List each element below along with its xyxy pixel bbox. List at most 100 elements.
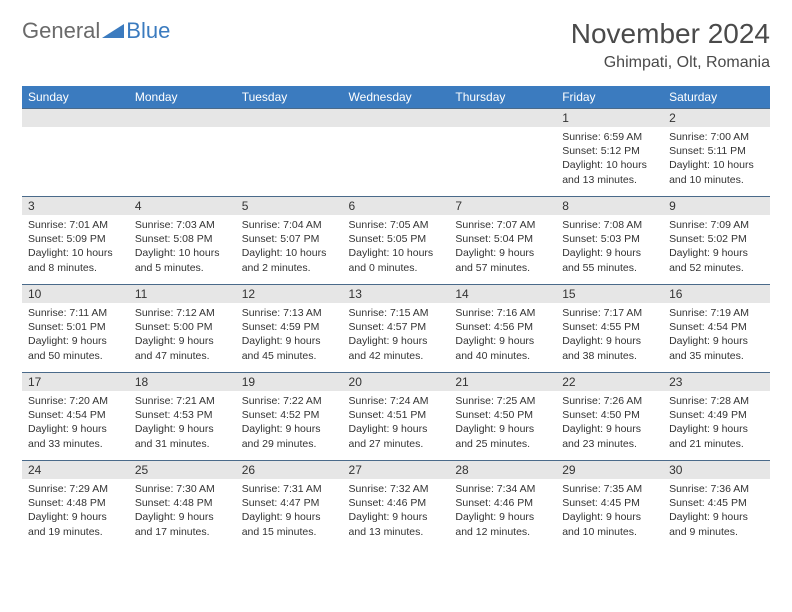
daylight-text: Daylight: 9 hours and 15 minutes. bbox=[242, 510, 337, 538]
day-number: 23 bbox=[663, 372, 770, 391]
calendar-day-cell: 18Sunrise: 7:21 AMSunset: 4:53 PMDayligh… bbox=[129, 372, 236, 460]
day-details: Sunrise: 7:21 AMSunset: 4:53 PMDaylight:… bbox=[129, 391, 236, 451]
calendar-day-cell: 22Sunrise: 7:26 AMSunset: 4:50 PMDayligh… bbox=[556, 372, 663, 460]
day-number: 20 bbox=[343, 372, 450, 391]
sunrise-text: Sunrise: 7:24 AM bbox=[349, 394, 444, 408]
weekday-header: Wednesday bbox=[343, 86, 450, 108]
daylight-text: Daylight: 9 hours and 23 minutes. bbox=[562, 422, 657, 450]
weekday-header: Friday bbox=[556, 86, 663, 108]
sunset-text: Sunset: 4:56 PM bbox=[455, 320, 550, 334]
calendar-day-cell: 19Sunrise: 7:22 AMSunset: 4:52 PMDayligh… bbox=[236, 372, 343, 460]
daylight-text: Daylight: 10 hours and 10 minutes. bbox=[669, 158, 764, 186]
calendar-day-cell: 23Sunrise: 7:28 AMSunset: 4:49 PMDayligh… bbox=[663, 372, 770, 460]
day-details: Sunrise: 7:05 AMSunset: 5:05 PMDaylight:… bbox=[343, 215, 450, 275]
sunset-text: Sunset: 4:52 PM bbox=[242, 408, 337, 422]
daylight-text: Daylight: 9 hours and 50 minutes. bbox=[28, 334, 123, 362]
daylight-text: Daylight: 9 hours and 40 minutes. bbox=[455, 334, 550, 362]
day-number: 17 bbox=[22, 372, 129, 391]
calendar-week-row: 17Sunrise: 7:20 AMSunset: 4:54 PMDayligh… bbox=[22, 372, 770, 460]
sunset-text: Sunset: 4:54 PM bbox=[669, 320, 764, 334]
day-details: Sunrise: 7:24 AMSunset: 4:51 PMDaylight:… bbox=[343, 391, 450, 451]
sunrise-text: Sunrise: 7:09 AM bbox=[669, 218, 764, 232]
sunset-text: Sunset: 4:46 PM bbox=[349, 496, 444, 510]
daylight-text: Daylight: 9 hours and 25 minutes. bbox=[455, 422, 550, 450]
calendar-day-cell: 5Sunrise: 7:04 AMSunset: 5:07 PMDaylight… bbox=[236, 196, 343, 284]
sunrise-text: Sunrise: 7:00 AM bbox=[669, 130, 764, 144]
calendar-empty-cell bbox=[129, 108, 236, 196]
day-details: Sunrise: 7:31 AMSunset: 4:47 PMDaylight:… bbox=[236, 479, 343, 539]
day-number: 12 bbox=[236, 284, 343, 303]
weekday-header: Sunday bbox=[22, 86, 129, 108]
calendar-day-cell: 17Sunrise: 7:20 AMSunset: 4:54 PMDayligh… bbox=[22, 372, 129, 460]
sunrise-text: Sunrise: 7:35 AM bbox=[562, 482, 657, 496]
calendar-empty-cell bbox=[22, 108, 129, 196]
calendar-page: General Blue November 2024 Ghimpati, Olt… bbox=[0, 0, 792, 558]
calendar-empty-cell bbox=[236, 108, 343, 196]
day-number: 30 bbox=[663, 460, 770, 479]
day-details: Sunrise: 7:17 AMSunset: 4:55 PMDaylight:… bbox=[556, 303, 663, 363]
day-number: 19 bbox=[236, 372, 343, 391]
day-number: 24 bbox=[22, 460, 129, 479]
day-details: Sunrise: 7:19 AMSunset: 4:54 PMDaylight:… bbox=[663, 303, 770, 363]
day-number bbox=[449, 108, 556, 127]
sunset-text: Sunset: 5:04 PM bbox=[455, 232, 550, 246]
calendar-day-cell: 20Sunrise: 7:24 AMSunset: 4:51 PMDayligh… bbox=[343, 372, 450, 460]
calendar-day-cell: 7Sunrise: 7:07 AMSunset: 5:04 PMDaylight… bbox=[449, 196, 556, 284]
daylight-text: Daylight: 9 hours and 29 minutes. bbox=[242, 422, 337, 450]
sunset-text: Sunset: 5:08 PM bbox=[135, 232, 230, 246]
daylight-text: Daylight: 9 hours and 57 minutes. bbox=[455, 246, 550, 274]
sunrise-text: Sunrise: 7:30 AM bbox=[135, 482, 230, 496]
sunrise-text: Sunrise: 7:26 AM bbox=[562, 394, 657, 408]
day-details: Sunrise: 7:36 AMSunset: 4:45 PMDaylight:… bbox=[663, 479, 770, 539]
day-details: Sunrise: 7:30 AMSunset: 4:48 PMDaylight:… bbox=[129, 479, 236, 539]
calendar-day-cell: 13Sunrise: 7:15 AMSunset: 4:57 PMDayligh… bbox=[343, 284, 450, 372]
sunset-text: Sunset: 4:54 PM bbox=[28, 408, 123, 422]
day-details: Sunrise: 7:04 AMSunset: 5:07 PMDaylight:… bbox=[236, 215, 343, 275]
sunset-text: Sunset: 4:59 PM bbox=[242, 320, 337, 334]
sunrise-text: Sunrise: 7:34 AM bbox=[455, 482, 550, 496]
day-number bbox=[129, 108, 236, 127]
sunrise-text: Sunrise: 7:16 AM bbox=[455, 306, 550, 320]
sunset-text: Sunset: 4:46 PM bbox=[455, 496, 550, 510]
sunrise-text: Sunrise: 7:13 AM bbox=[242, 306, 337, 320]
sunrise-text: Sunrise: 7:25 AM bbox=[455, 394, 550, 408]
daylight-text: Daylight: 9 hours and 42 minutes. bbox=[349, 334, 444, 362]
weekday-header: Saturday bbox=[663, 86, 770, 108]
daylight-text: Daylight: 9 hours and 27 minutes. bbox=[349, 422, 444, 450]
day-number: 9 bbox=[663, 196, 770, 215]
day-details: Sunrise: 7:20 AMSunset: 4:54 PMDaylight:… bbox=[22, 391, 129, 451]
weekday-header: Monday bbox=[129, 86, 236, 108]
sunset-text: Sunset: 4:51 PM bbox=[349, 408, 444, 422]
daylight-text: Daylight: 9 hours and 21 minutes. bbox=[669, 422, 764, 450]
page-title: November 2024 bbox=[571, 18, 770, 50]
daylight-text: Daylight: 9 hours and 38 minutes. bbox=[562, 334, 657, 362]
day-number: 15 bbox=[556, 284, 663, 303]
calendar-day-cell: 10Sunrise: 7:11 AMSunset: 5:01 PMDayligh… bbox=[22, 284, 129, 372]
daylight-text: Daylight: 10 hours and 2 minutes. bbox=[242, 246, 337, 274]
day-number: 10 bbox=[22, 284, 129, 303]
sunset-text: Sunset: 5:05 PM bbox=[349, 232, 444, 246]
sunrise-text: Sunrise: 7:07 AM bbox=[455, 218, 550, 232]
calendar-day-cell: 21Sunrise: 7:25 AMSunset: 4:50 PMDayligh… bbox=[449, 372, 556, 460]
sunset-text: Sunset: 4:48 PM bbox=[135, 496, 230, 510]
day-details: Sunrise: 7:11 AMSunset: 5:01 PMDaylight:… bbox=[22, 303, 129, 363]
day-details: Sunrise: 7:09 AMSunset: 5:02 PMDaylight:… bbox=[663, 215, 770, 275]
sunrise-text: Sunrise: 7:12 AM bbox=[135, 306, 230, 320]
calendar-day-cell: 11Sunrise: 7:12 AMSunset: 5:00 PMDayligh… bbox=[129, 284, 236, 372]
day-details: Sunrise: 7:34 AMSunset: 4:46 PMDaylight:… bbox=[449, 479, 556, 539]
day-number: 1 bbox=[556, 108, 663, 127]
calendar-day-cell: 6Sunrise: 7:05 AMSunset: 5:05 PMDaylight… bbox=[343, 196, 450, 284]
sunset-text: Sunset: 5:11 PM bbox=[669, 144, 764, 158]
sunset-text: Sunset: 4:50 PM bbox=[562, 408, 657, 422]
day-number: 26 bbox=[236, 460, 343, 479]
calendar-week-row: 10Sunrise: 7:11 AMSunset: 5:01 PMDayligh… bbox=[22, 284, 770, 372]
day-number: 25 bbox=[129, 460, 236, 479]
logo-triangle-icon bbox=[102, 22, 124, 40]
day-details: Sunrise: 7:26 AMSunset: 4:50 PMDaylight:… bbox=[556, 391, 663, 451]
sunset-text: Sunset: 4:57 PM bbox=[349, 320, 444, 334]
sunset-text: Sunset: 4:53 PM bbox=[135, 408, 230, 422]
calendar-day-cell: 28Sunrise: 7:34 AMSunset: 4:46 PMDayligh… bbox=[449, 460, 556, 548]
daylight-text: Daylight: 9 hours and 13 minutes. bbox=[349, 510, 444, 538]
sunset-text: Sunset: 5:03 PM bbox=[562, 232, 657, 246]
day-number bbox=[236, 108, 343, 127]
